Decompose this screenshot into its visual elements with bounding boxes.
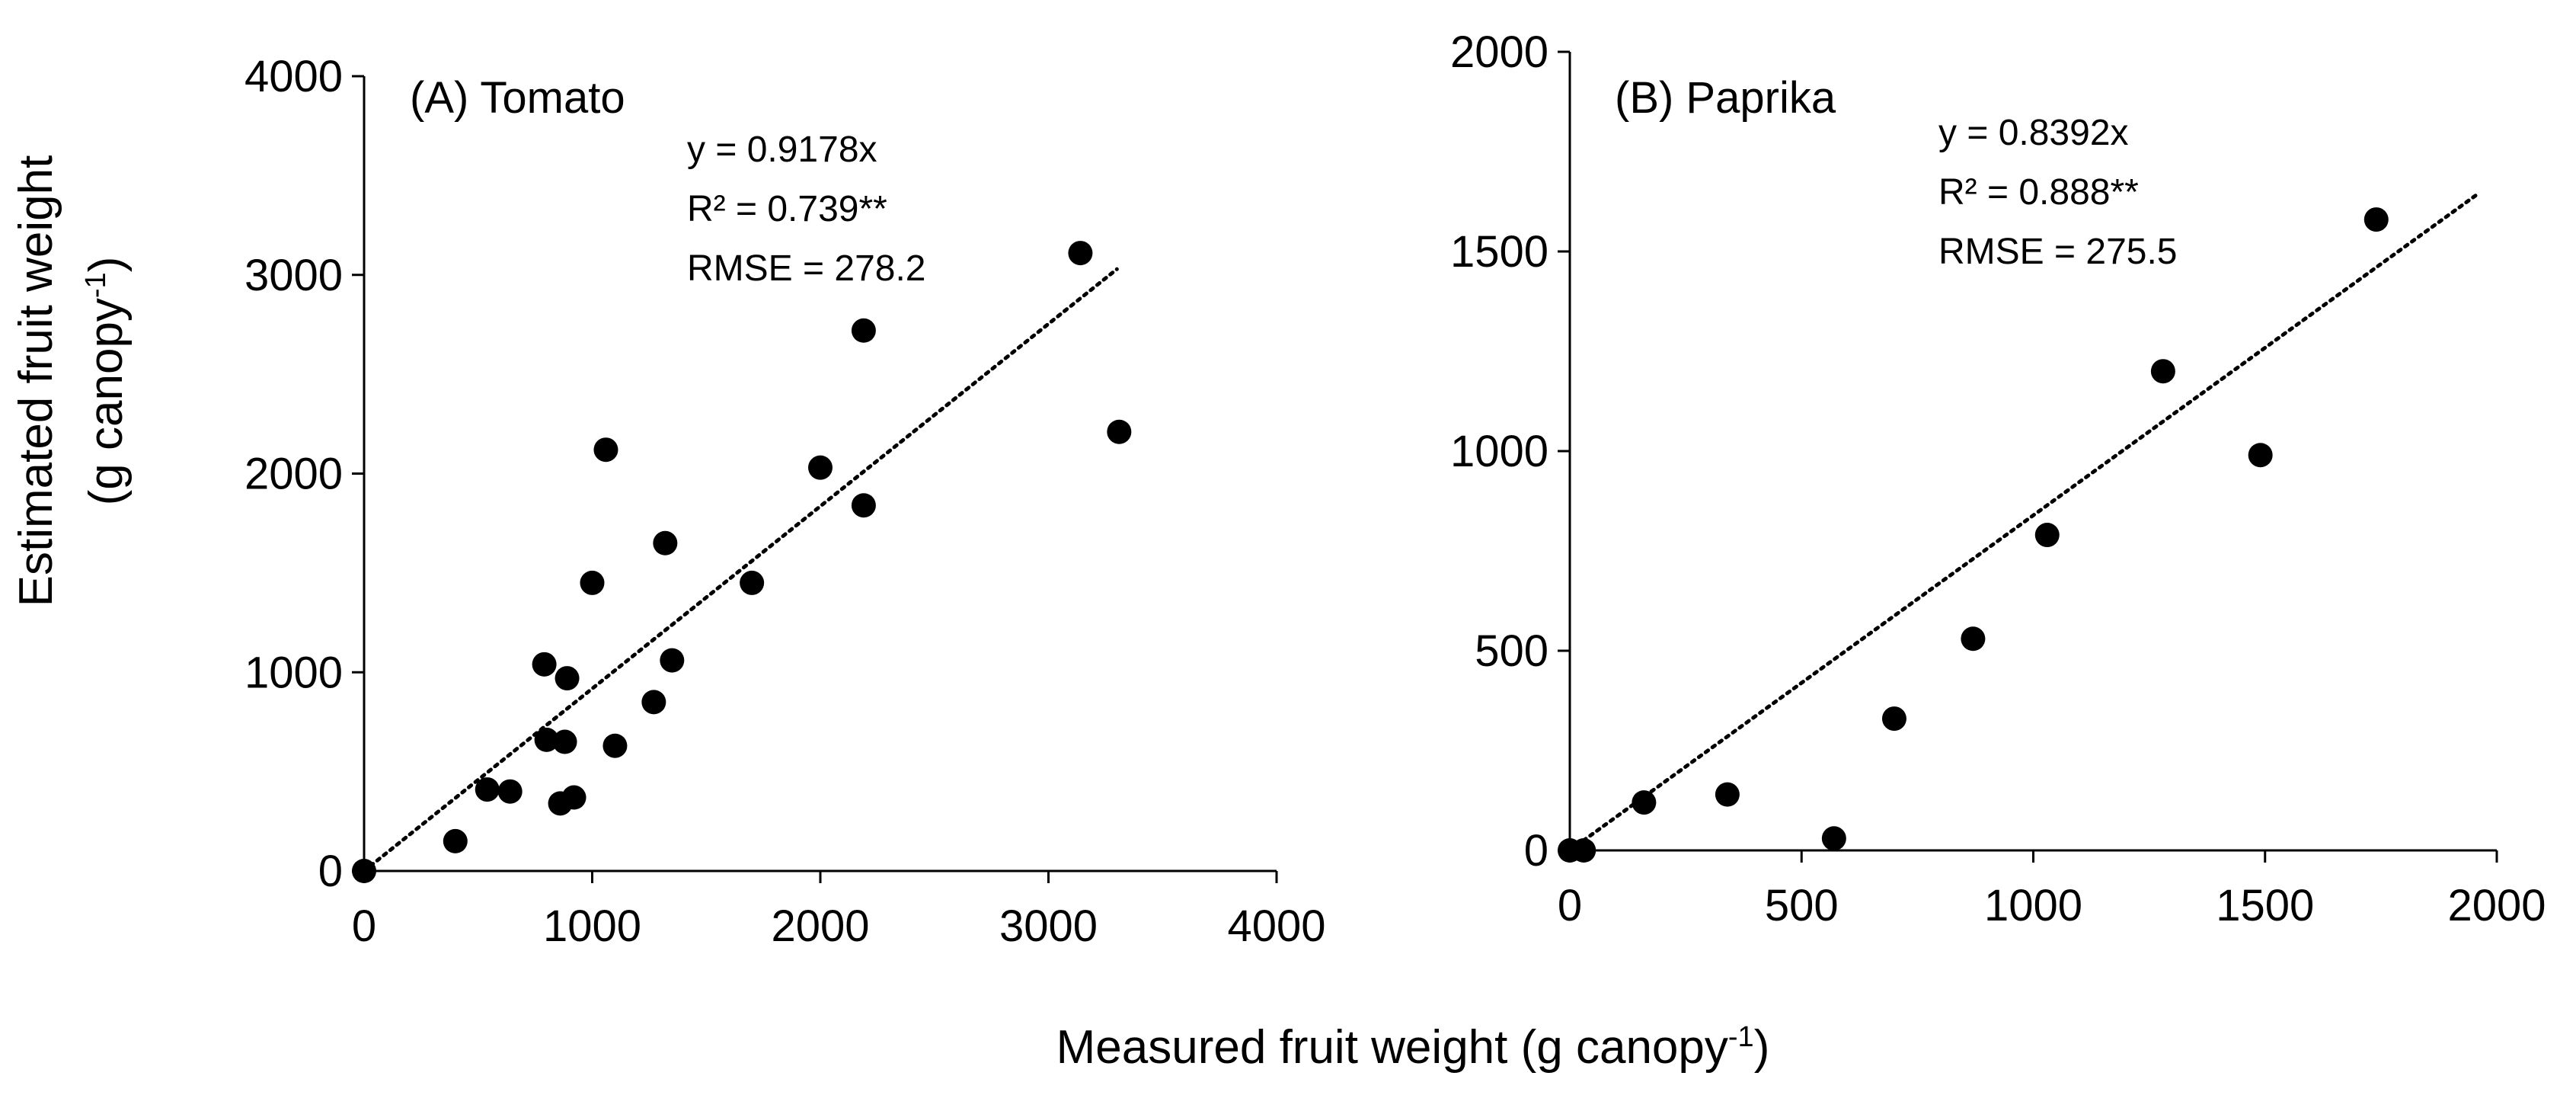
- paprika-data-point: [1715, 782, 1740, 807]
- panel-tomato-r-squared: R² = 0.739**: [687, 189, 887, 229]
- panel-tomato-rmse: RMSE = 278.2: [687, 248, 926, 289]
- y-axis-title-suffix: ): [80, 257, 133, 273]
- tomato-data-point: [740, 570, 765, 595]
- y-axis-title-line1: Estimated fruit weight: [10, 155, 62, 607]
- paprika-x-tick-label: 500: [1765, 881, 1839, 930]
- tomato-data-point: [497, 779, 523, 804]
- tomato-data-point: [532, 652, 557, 677]
- panel-paprika: 0 500 1000 1500 2000 0 500 1000 1500 2000 (B) Pap…: [1450, 27, 2546, 930]
- x-axis-title-prefix: Measured fruit weight (g canopy: [1056, 1021, 1728, 1074]
- tomato-x-tick-label: 1000: [543, 901, 641, 951]
- panel-paprika-trendline-group: [1568, 191, 2481, 853]
- paprika-data-point: [1881, 706, 1906, 732]
- tomato-data-point: [593, 437, 618, 463]
- tomato-data-point: [475, 777, 500, 802]
- paprika-x-tick-label: 2000: [2447, 881, 2546, 930]
- tomato-data-point: [561, 785, 586, 810]
- tomato-data-point: [641, 690, 666, 715]
- tomato-x-tick-label: 4000: [1227, 901, 1325, 951]
- tomato-data-point: [534, 727, 559, 752]
- x-axis-title-suffix: ): [1754, 1021, 1770, 1074]
- paprika-x-tick-label: 1000: [1984, 881, 2082, 930]
- y-axis-title-line2: (g canopy-1): [80, 257, 133, 506]
- tomato-data-point: [851, 493, 876, 518]
- tomato-data-point: [808, 455, 833, 480]
- panel-tomato-ticks: 0 1000 2000 3000 4000 0 1000 2000 3000 4000: [244, 52, 1326, 951]
- panel-paprika-title: (B) Paprika: [1615, 73, 1836, 123]
- panel-tomato-points: [352, 241, 1132, 883]
- paprika-data-point: [1632, 790, 1657, 815]
- paprika-y-tick-label: 1000: [1450, 427, 1548, 476]
- tomato-data-point: [851, 318, 876, 343]
- y-axis-title-prefix: (g canopy: [80, 298, 133, 505]
- tomato-x-tick-label: 3000: [999, 901, 1098, 951]
- paprika-data-point: [1961, 626, 1986, 652]
- paprika-data-point: [2034, 523, 2060, 548]
- tomato-y-tick-label: 0: [318, 847, 343, 896]
- paprika-data-point: [2363, 207, 2389, 232]
- paprika-y-tick-label: 1500: [1450, 227, 1548, 277]
- paprika-y-tick-label: 2000: [1450, 27, 1548, 77]
- paprika-trendline: [1568, 191, 2481, 853]
- tomato-x-tick-label: 0: [352, 901, 376, 951]
- panel-paprika-points: [1558, 207, 2389, 863]
- panel-tomato-equation: y = 0.9178x: [687, 130, 877, 170]
- tomato-data-point: [1068, 241, 1093, 266]
- paprika-data-point: [1571, 838, 1596, 863]
- panel-tomato: 0 1000 2000 3000 4000 0 1000 2000 3000 4000 (A) T…: [244, 52, 1326, 951]
- tomato-data-point: [443, 828, 468, 853]
- panel-paprika-equation: y = 0.8392x: [1938, 113, 2129, 153]
- paprika-data-point: [2150, 359, 2175, 384]
- paprika-x-tick-label: 0: [1558, 881, 1582, 930]
- tomato-data-point: [660, 648, 685, 673]
- tomato-x-tick-label: 2000: [771, 901, 869, 951]
- paprika-data-point: [2248, 443, 2273, 468]
- paprika-y-tick-label: 500: [1475, 626, 1548, 676]
- panel-paprika-rmse: RMSE = 275.5: [1938, 232, 2178, 272]
- panel-tomato-trendline-group: [362, 267, 1119, 873]
- panel-tomato-title: (A) Tomato: [410, 73, 625, 123]
- paprika-data-point: [1821, 826, 1846, 851]
- tomato-data-point: [352, 859, 376, 883]
- panel-paprika-r-squared: R² = 0.888**: [1938, 172, 2139, 213]
- x-axis-title-superscript: -1: [1728, 1021, 1754, 1053]
- paprika-x-tick-label: 1500: [2216, 881, 2314, 930]
- tomato-data-point: [1107, 419, 1132, 444]
- tomato-data-point: [602, 733, 628, 758]
- tomato-data-point: [555, 666, 580, 691]
- x-axis-title: Measured fruit weight (g canopy-1): [1056, 1021, 1770, 1074]
- paprika-y-tick-label: 0: [1524, 826, 1548, 876]
- tomato-y-tick-label: 3000: [244, 251, 343, 300]
- tomato-y-tick-label: 2000: [244, 450, 343, 499]
- y-axis-title-superscript: -1: [80, 272, 112, 298]
- panel-paprika-ticks: 0 500 1000 1500 2000 0 500 1000 1500 2000: [1450, 27, 2546, 930]
- tomato-data-point: [552, 729, 577, 754]
- tomato-data-point: [653, 530, 678, 556]
- tomato-y-tick-label: 4000: [244, 52, 343, 101]
- tomato-trendline: [362, 267, 1119, 873]
- tomato-data-point: [580, 570, 605, 595]
- tomato-y-tick-label: 1000: [244, 648, 343, 697]
